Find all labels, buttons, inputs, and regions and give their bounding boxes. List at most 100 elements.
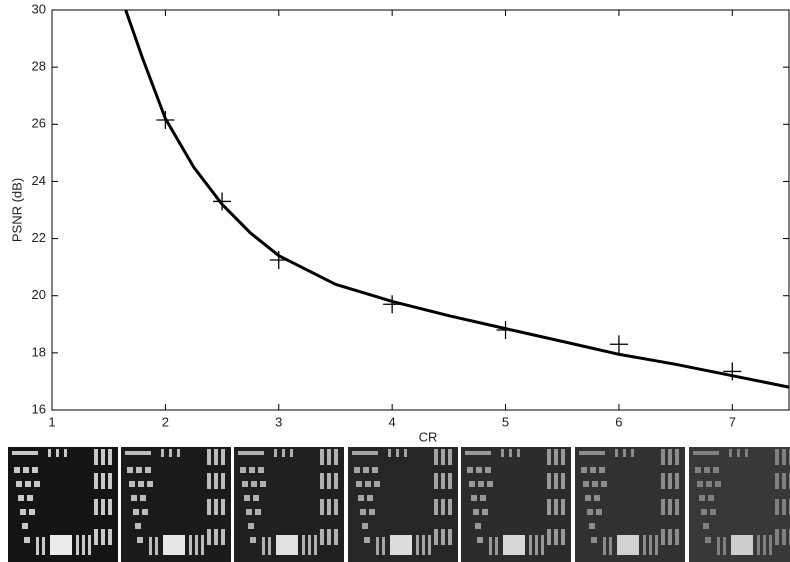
thumb-bar <box>274 449 277 457</box>
thumb-sq <box>589 523 595 529</box>
thumb-bar <box>547 499 551 515</box>
thumb-sq <box>249 467 255 473</box>
thumb-bar <box>623 449 626 457</box>
thumb-bar <box>282 449 285 457</box>
thumb-bar <box>434 529 438 545</box>
thumb-sq <box>475 523 481 529</box>
thumb-sq <box>27 495 33 501</box>
thumb-square <box>503 535 525 555</box>
thumb-bar <box>554 473 558 489</box>
thumb-bar <box>155 537 158 555</box>
thumb-sq <box>240 467 246 473</box>
thumb-bar <box>661 499 665 515</box>
thumb-sq <box>16 481 22 487</box>
thumb-bar <box>554 499 558 515</box>
thumb-bar <box>320 449 324 465</box>
thumb-bar <box>320 499 324 515</box>
thumb-bar <box>290 449 293 457</box>
thumb-bar <box>489 537 492 555</box>
thumb-bar <box>12 451 38 455</box>
thumb-bar <box>554 449 558 465</box>
thumb-bar <box>649 535 652 555</box>
thumb-bar <box>561 529 565 545</box>
thumb-bar <box>448 449 452 465</box>
thumb-bar <box>320 529 324 545</box>
thumb-sq <box>260 481 266 487</box>
thumb-bar <box>441 529 445 545</box>
thumb-bar <box>56 449 59 457</box>
thumbnail <box>234 447 344 562</box>
thumb-sq <box>487 481 493 487</box>
thumb-sq <box>133 509 139 515</box>
y-axis-label: PSNR (dB) <box>9 178 24 242</box>
thumb-sq <box>701 509 707 515</box>
thumb-bar <box>661 473 665 489</box>
x-axis-label: CR <box>419 429 438 444</box>
x-tick-label: 3 <box>275 414 282 429</box>
thumb-bar <box>643 535 646 555</box>
thumb-bar <box>169 449 172 457</box>
thumb-bar <box>448 499 452 515</box>
thumb-sq <box>250 537 256 543</box>
thumb-bar <box>94 499 98 515</box>
thumb-bar <box>64 449 67 457</box>
thumb-sq <box>374 481 380 487</box>
thumb-bar <box>495 537 498 555</box>
thumb-sq <box>362 523 368 529</box>
thumb-sq <box>258 467 264 473</box>
thumb-bar <box>554 529 558 545</box>
x-tick-label: 4 <box>389 414 396 429</box>
thumb-bar <box>108 529 112 545</box>
thumb-bar <box>441 473 445 489</box>
thumb-bar <box>675 499 679 515</box>
thumb-bar <box>782 473 786 489</box>
thumb-sq <box>18 495 24 501</box>
y-tick-label: 20 <box>32 287 46 302</box>
thumbnail <box>348 447 458 562</box>
x-tick-label: 1 <box>48 414 55 429</box>
thumb-sq <box>590 467 596 473</box>
thumb-sq <box>467 467 473 473</box>
thumb-bar <box>561 499 565 515</box>
thumb-sq <box>469 481 475 487</box>
thumb-sq <box>255 509 261 515</box>
thumb-bar <box>101 529 105 545</box>
thumb-bar <box>302 535 305 555</box>
thumb-bar <box>404 449 407 457</box>
marker <box>156 111 175 129</box>
thumb-sq <box>715 481 721 487</box>
thumb-bar <box>448 529 452 545</box>
thumb-bar <box>149 537 152 555</box>
thumb-bar <box>757 535 760 555</box>
thumb-bar <box>94 449 98 465</box>
thumb-bar <box>221 529 225 545</box>
thumb-sq <box>485 467 491 473</box>
thumb-square <box>50 535 72 555</box>
thumb-sq <box>32 467 38 473</box>
thumb-sq <box>367 495 373 501</box>
thumb-sq <box>358 495 364 501</box>
thumb-square <box>276 535 298 555</box>
thumb-bar <box>782 499 786 515</box>
thumb-sq <box>22 523 28 529</box>
thumb-bar <box>388 449 391 457</box>
thumb-bar <box>238 451 264 455</box>
thumb-bar <box>327 473 331 489</box>
thumb-bar <box>661 449 665 465</box>
thumb-bar <box>268 537 271 555</box>
thumb-bar <box>207 473 211 489</box>
thumb-square <box>163 535 185 555</box>
marker <box>723 362 742 381</box>
thumb-bar <box>723 537 726 555</box>
thumb-bar <box>161 449 164 457</box>
thumb-bar <box>434 473 438 489</box>
thumb-bar <box>48 449 51 457</box>
thumb-bar <box>441 499 445 515</box>
thumb-bar <box>221 499 225 515</box>
thumb-sq <box>142 509 148 515</box>
thumb-sq <box>480 495 486 501</box>
thumb-sq <box>135 523 141 529</box>
thumb-bar <box>108 499 112 515</box>
thumb-sq <box>147 481 153 487</box>
